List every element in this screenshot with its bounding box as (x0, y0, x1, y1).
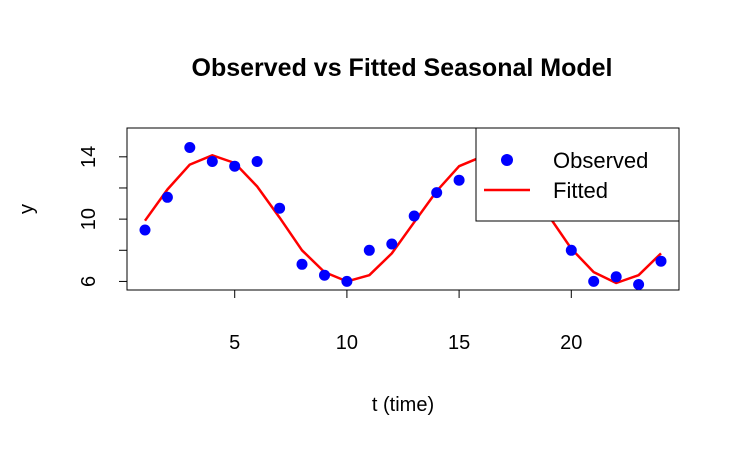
observed-point (588, 275, 600, 287)
observed-point (453, 174, 465, 186)
observed-point (274, 202, 286, 214)
observed-point (161, 191, 173, 203)
legend-fitted-label: Fitted (553, 178, 608, 203)
chart-title: Observed vs Fitted Seasonal Model (192, 54, 613, 82)
y-tick-label: 10 (78, 208, 100, 230)
x-tick-label: 20 (560, 332, 582, 354)
observed-point (251, 156, 263, 167)
observed-point (139, 224, 151, 236)
x-axis-label: t (time) (372, 394, 434, 416)
observed-point (633, 279, 645, 290)
observed-point (565, 244, 577, 256)
observed-point (610, 271, 622, 283)
legend-box (475, 127, 680, 222)
x-tick-label: 15 (448, 332, 470, 354)
observed-point (386, 238, 398, 250)
x-tick-label: 10 (336, 332, 358, 354)
observed-point (431, 187, 443, 199)
y-axis: 6 10 14 (78, 146, 128, 287)
observed-point (363, 244, 375, 256)
x-axis: 5 10 15 20 (229, 289, 582, 354)
y-tick-label: 6 (78, 276, 100, 287)
legend: Observed Fitted (475, 127, 680, 222)
observed-point (408, 210, 420, 222)
observed-point (229, 160, 241, 172)
observed-point (206, 156, 218, 167)
observed-point (319, 269, 330, 281)
observed-point (341, 275, 353, 287)
x-tick-label: 5 (229, 332, 240, 354)
legend-observed-label: Observed (553, 148, 648, 173)
y-tick-label: 14 (78, 146, 100, 168)
observed-point (296, 258, 308, 270)
y-axis-label: y (16, 204, 38, 214)
legend-observed-marker (501, 154, 513, 166)
observed-point (655, 255, 667, 267)
observed-point (184, 142, 196, 153)
